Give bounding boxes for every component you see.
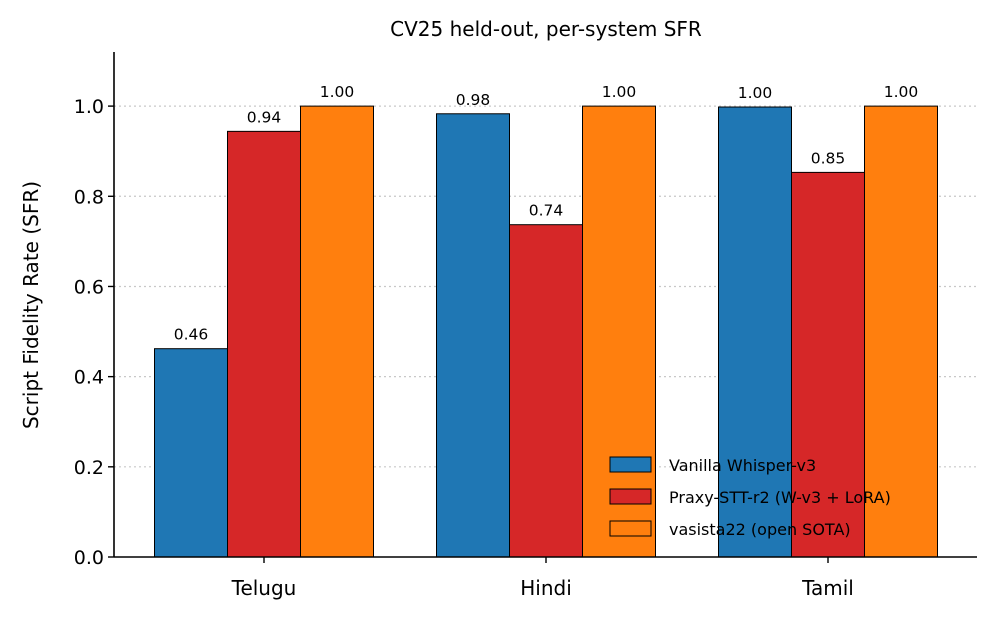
- data-label: 1.00: [320, 83, 355, 101]
- data-labels: 0.46 0.98 1.00 0.94 0.74 0.85 1.00 1.00 1.00: [174, 83, 919, 344]
- data-label: 0.46: [174, 326, 209, 344]
- y-tick-label: 0.4: [74, 367, 104, 389]
- x-tick-label: Hindi: [520, 576, 572, 600]
- bar: [791, 171, 865, 558]
- legend-swatch: [609, 520, 652, 537]
- data-label: 1.00: [738, 84, 773, 102]
- legend-label: Vanilla Whisper-v3: [669, 456, 816, 475]
- bar: [509, 224, 583, 558]
- data-label: 1.00: [602, 83, 637, 101]
- y-tick-label: 0.8: [74, 186, 104, 208]
- legend-label: vasista22 (open SOTA): [669, 520, 851, 539]
- legend: Vanilla Whisper-v3 Praxy-STT-r2 (W-v3 + L…: [609, 456, 891, 539]
- x-ticks: Telugu Hindi Tamil: [231, 557, 854, 600]
- data-label: 0.98: [456, 91, 491, 109]
- y-tick-label: 0.2: [74, 457, 104, 479]
- y-axis-label: Script Fidelity Rate (SFR): [19, 181, 43, 429]
- x-tick-label: Telugu: [231, 576, 297, 600]
- bar: [582, 105, 656, 558]
- y-tick-label: 1.0: [74, 96, 104, 118]
- bar: [300, 105, 374, 558]
- data-label: 0.85: [811, 149, 846, 167]
- data-label: 0.94: [247, 108, 282, 126]
- data-label: 0.74: [529, 202, 564, 220]
- bar: [227, 130, 301, 558]
- legend-label: Praxy-STT-r2 (W-v3 + LoRA): [669, 488, 891, 507]
- bars: [154, 105, 938, 558]
- y-ticks: 0.0 0.2 0.4 0.6 0.8 1.0: [74, 96, 114, 569]
- legend-swatch: [609, 488, 652, 505]
- chart-title: CV25 held-out, per-system SFR: [390, 17, 702, 41]
- y-tick-label: 0.6: [74, 276, 104, 298]
- y-tick-label: 0.0: [74, 547, 104, 569]
- data-label: 1.00: [884, 83, 919, 101]
- x-tick-label: Tamil: [801, 576, 854, 600]
- bar: [436, 113, 510, 558]
- legend-swatch: [609, 456, 652, 473]
- bar: [154, 348, 228, 558]
- bar: [864, 105, 938, 558]
